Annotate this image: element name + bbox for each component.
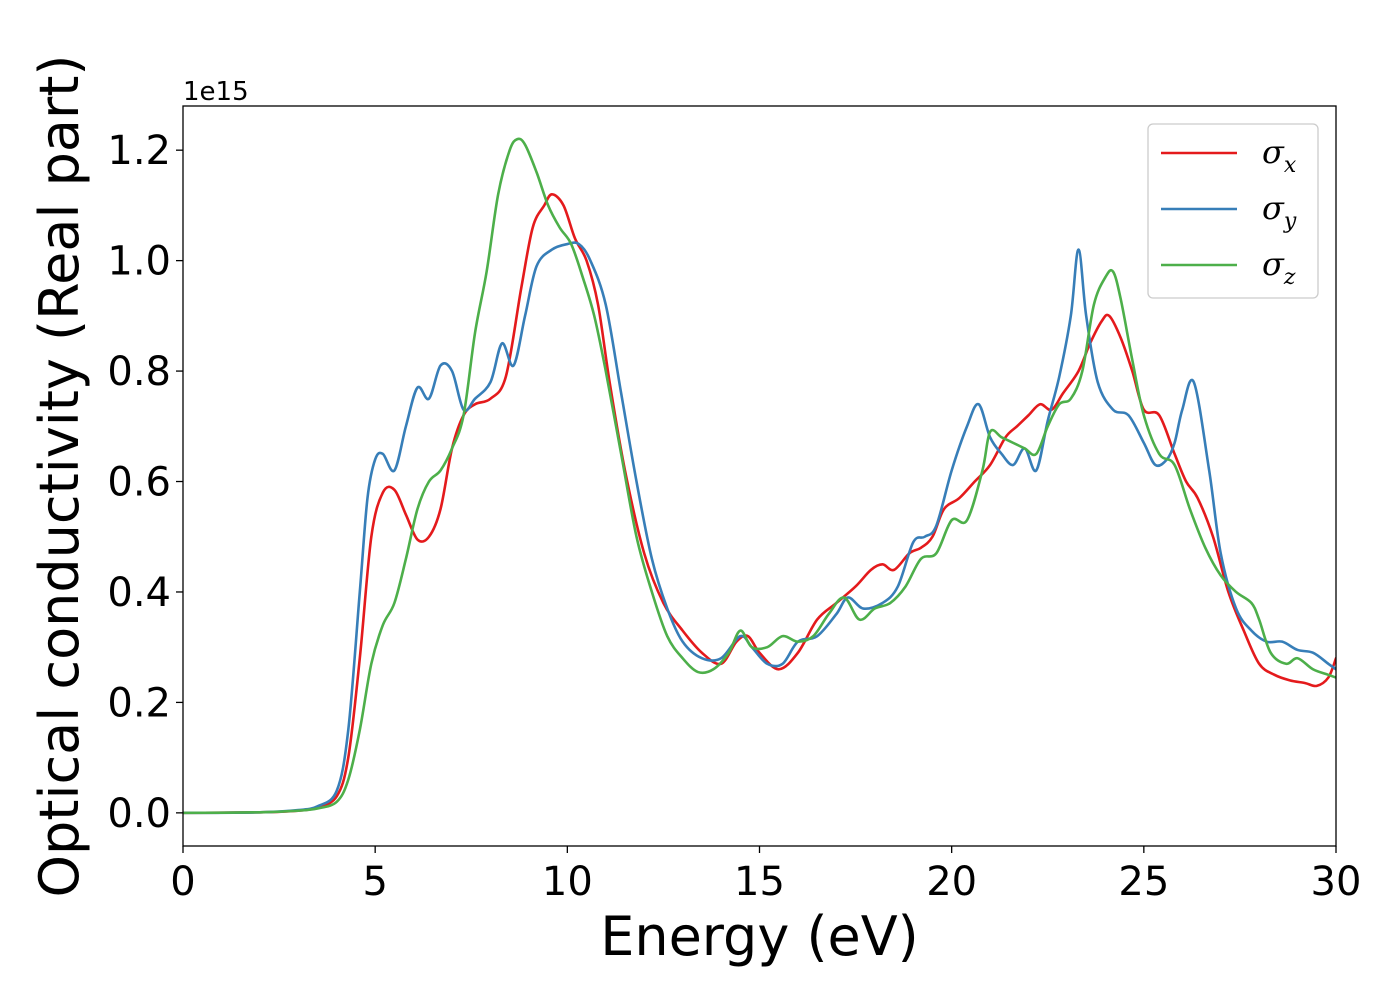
legend-box: [1147, 123, 1319, 299]
legend-label-x: σx: [1262, 133, 1297, 178]
plot-area: [183, 106, 1336, 846]
series-line-z: [183, 137, 1336, 815]
y-tick-label: 0.4: [107, 570, 171, 616]
y-axis-ticks: 0.0 0.2 0.4 0.6 0.8 1.0 1.2: [107, 128, 183, 837]
y-tick-label: 0.2: [107, 680, 171, 726]
series-layer: [183, 137, 1336, 815]
x-axis-title: Energy (eV): [600, 905, 919, 968]
x-tick-label: 15: [734, 859, 785, 905]
series-line-y: [183, 241, 1336, 815]
y-axis-title: Optical conductivity (Real part): [28, 55, 91, 898]
x-tick-label: 30: [1311, 859, 1362, 905]
y-tick-label: 1.2: [107, 128, 171, 174]
y-tick-label: 0.8: [107, 349, 171, 395]
x-tick-label: 0: [170, 859, 195, 905]
x-tick-label: 5: [362, 859, 387, 905]
y-tick-label: 0.0: [107, 791, 171, 837]
x-tick-label: 10: [542, 859, 593, 905]
legend: σx σy σz: [1147, 123, 1319, 299]
y-tick-label: 0.6: [107, 460, 171, 506]
x-tick-label: 20: [926, 859, 977, 905]
y-offset-label: 1e15: [183, 77, 249, 107]
x-tick-label: 25: [1118, 859, 1169, 905]
x-axis-ticks: 0 5 10 15 20 25 30: [170, 846, 1361, 905]
y-tick-label: 1.0: [107, 239, 171, 285]
series-line-x: [183, 193, 1336, 815]
legend-label-z: σz: [1262, 245, 1296, 290]
legend-items: σx σy σz: [1161, 133, 1297, 290]
legend-label-y: σy: [1262, 189, 1297, 234]
